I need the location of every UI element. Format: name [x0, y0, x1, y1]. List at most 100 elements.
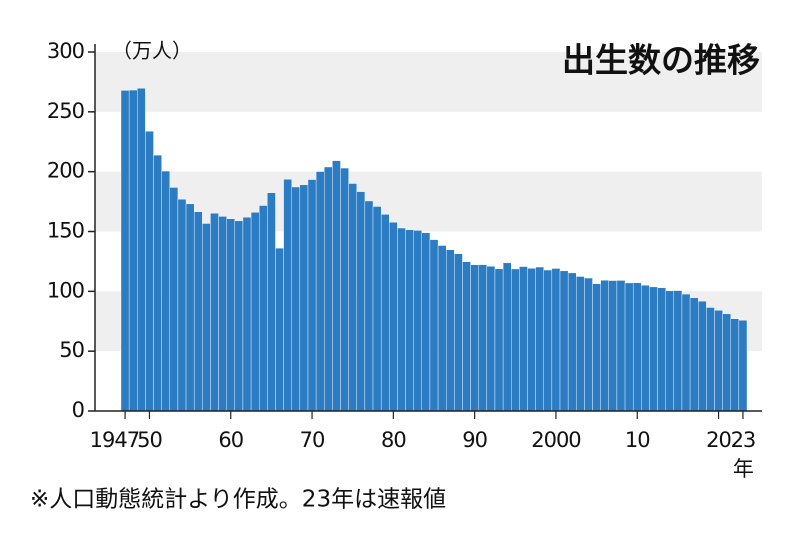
bar — [738, 320, 748, 412]
bar — [706, 307, 715, 412]
bar — [429, 239, 439, 412]
bar — [283, 179, 292, 412]
bar — [624, 282, 634, 412]
bar — [299, 184, 309, 412]
bar — [405, 229, 414, 412]
bar — [218, 216, 227, 412]
y-unit: （万人） — [112, 39, 192, 63]
bar — [234, 220, 244, 412]
bar — [576, 276, 585, 412]
bar — [722, 313, 731, 412]
bar — [673, 290, 683, 412]
y-tick-label: 250 — [47, 99, 84, 123]
x-tick-label: 90 — [462, 428, 487, 452]
bar — [389, 222, 398, 412]
x-unit: 年 — [733, 457, 754, 481]
x-tick-label: 2000 — [531, 428, 580, 452]
bar — [177, 198, 187, 412]
bar — [543, 269, 553, 412]
bar — [567, 272, 577, 412]
bar — [275, 247, 284, 412]
bar — [128, 89, 138, 412]
bar — [519, 266, 528, 412]
bar — [380, 214, 390, 412]
bar — [600, 280, 609, 412]
bar — [145, 131, 154, 412]
bar — [494, 268, 504, 412]
bar — [421, 232, 431, 412]
bar — [356, 191, 366, 412]
bar — [689, 297, 699, 412]
y-tick-label: 150 — [47, 219, 84, 243]
x-tick-label: 1947 — [90, 428, 139, 452]
bar — [267, 192, 276, 412]
x-tick-label: 80 — [381, 428, 406, 452]
bar — [193, 211, 203, 412]
x-tick-label: 70 — [300, 428, 325, 452]
grid-band — [95, 52, 762, 112]
bar — [584, 277, 593, 412]
bar — [730, 318, 740, 412]
bar — [714, 310, 723, 412]
bar — [161, 170, 170, 412]
bar — [616, 280, 626, 412]
bar — [681, 293, 691, 412]
x-tick-label: 23 — [731, 428, 756, 452]
bar — [397, 227, 406, 412]
bar — [486, 266, 496, 412]
bar — [632, 282, 642, 412]
bar — [413, 230, 423, 412]
bar — [348, 183, 357, 412]
bar — [120, 90, 130, 412]
bar — [324, 166, 333, 412]
bar — [364, 200, 374, 412]
grid-band — [95, 171, 762, 232]
bar — [470, 264, 479, 412]
y-tick-label: 0 — [72, 398, 84, 422]
y-tick-label: 50 — [59, 338, 84, 362]
y-tick-label: 200 — [47, 159, 84, 183]
bar — [641, 285, 650, 412]
bar — [185, 203, 195, 412]
bar — [315, 171, 325, 412]
x-tick-label: 50 — [137, 428, 162, 452]
bar — [665, 290, 675, 412]
bar — [226, 218, 236, 412]
bar — [169, 187, 179, 412]
bar — [502, 262, 512, 412]
bar — [462, 261, 471, 412]
bar — [559, 270, 569, 412]
x-tick-label: 20 — [706, 428, 731, 452]
bar — [437, 245, 447, 412]
bar — [250, 212, 260, 412]
bar — [210, 212, 219, 412]
bar — [372, 206, 382, 412]
y-tick-label: 100 — [47, 278, 84, 302]
bar — [592, 283, 601, 412]
bar — [137, 88, 146, 412]
bar — [291, 186, 301, 412]
bar — [551, 268, 561, 412]
footnote: ※人口動態統計より作成。23年は速報値 — [30, 487, 446, 513]
x-tick-label: 60 — [218, 428, 243, 452]
bar — [698, 300, 707, 412]
bar — [340, 167, 349, 412]
y-tick-label: 300 — [47, 39, 84, 63]
bar — [535, 266, 544, 412]
bar — [478, 264, 488, 412]
bar — [608, 280, 618, 412]
bar — [332, 160, 341, 412]
bar — [445, 249, 455, 412]
bar — [259, 205, 268, 412]
bar — [657, 287, 666, 412]
bar — [527, 268, 536, 412]
bar — [649, 286, 658, 412]
x-tick-label: 10 — [625, 428, 650, 452]
bar — [153, 154, 162, 412]
bar — [202, 223, 211, 412]
bar — [242, 217, 252, 412]
bar — [511, 268, 520, 412]
chart-title: 出生数の推移 — [562, 41, 760, 80]
bar — [454, 253, 463, 412]
